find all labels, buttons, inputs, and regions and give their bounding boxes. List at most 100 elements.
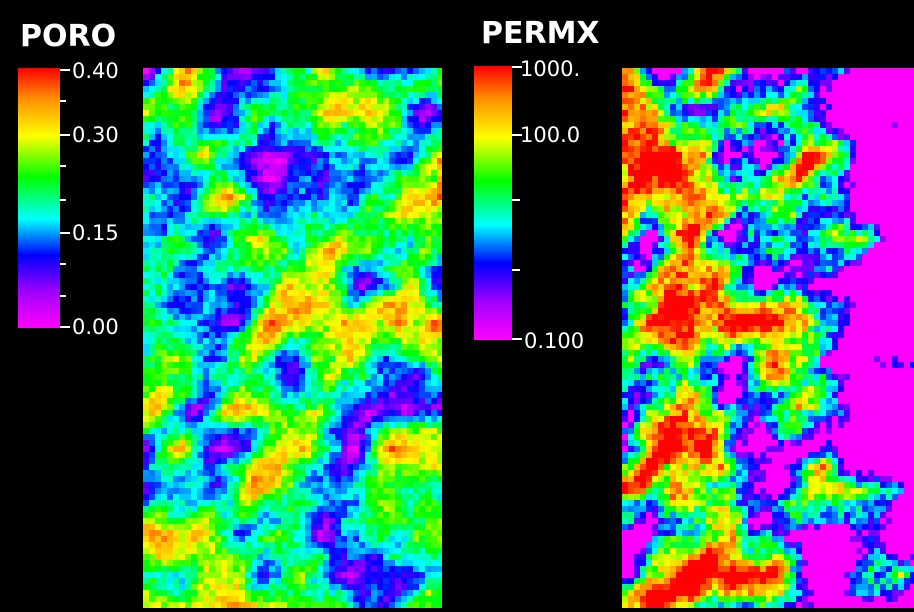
map-cell xyxy=(383,218,389,224)
map-cell xyxy=(245,182,251,188)
map-cell xyxy=(233,548,239,554)
map-cell xyxy=(167,428,173,434)
map-cell xyxy=(167,158,173,164)
map-cell xyxy=(185,566,191,572)
map-cell xyxy=(425,362,431,368)
map-cell xyxy=(209,80,215,86)
map-cell xyxy=(311,368,317,374)
map-cell xyxy=(820,92,826,98)
map-cell xyxy=(233,302,239,308)
map-cell xyxy=(329,296,335,302)
map-cell xyxy=(437,140,442,146)
map-cell xyxy=(149,212,155,218)
map-cell xyxy=(389,548,395,554)
map-cell xyxy=(263,584,269,590)
map-cell xyxy=(395,596,401,602)
map-cell xyxy=(215,152,221,158)
map-cell xyxy=(305,476,311,482)
map-cell xyxy=(407,416,413,422)
map-cell xyxy=(359,584,365,590)
map-cell xyxy=(215,572,221,578)
map-cell xyxy=(197,332,203,338)
map-cell xyxy=(425,230,431,236)
map-cell xyxy=(323,158,329,164)
map-cell xyxy=(395,572,401,578)
map-cell xyxy=(868,116,874,122)
map-cell xyxy=(814,110,820,116)
map-cell xyxy=(371,104,377,110)
map-cell xyxy=(317,146,323,152)
map-cell xyxy=(359,74,365,80)
map-cell xyxy=(389,212,395,218)
map-cell xyxy=(413,500,419,506)
map-cell xyxy=(209,392,215,398)
map-cell xyxy=(275,218,281,224)
map-cell xyxy=(149,500,155,506)
map-cell xyxy=(401,434,407,440)
map-cell xyxy=(383,524,389,530)
map-cell xyxy=(173,464,179,470)
map-cell xyxy=(341,452,347,458)
map-cell xyxy=(437,116,442,122)
map-cell xyxy=(832,104,838,110)
map-cell xyxy=(275,488,281,494)
map-cell xyxy=(832,74,838,80)
map-cell xyxy=(191,410,197,416)
map-cell xyxy=(335,482,341,488)
map-cell xyxy=(700,92,706,98)
map-cell xyxy=(257,158,263,164)
map-cell xyxy=(233,92,239,98)
map-cell xyxy=(149,74,155,80)
map-cell xyxy=(143,206,149,212)
map-cell xyxy=(389,134,395,140)
map-cell xyxy=(431,536,437,542)
map-cell xyxy=(778,86,784,92)
map-cell xyxy=(179,512,185,518)
map-cell xyxy=(736,104,742,110)
map-cell xyxy=(401,242,407,248)
map-cell xyxy=(437,584,442,590)
map-cell xyxy=(365,446,371,452)
map-cell xyxy=(143,524,149,530)
map-cell xyxy=(377,314,383,320)
map-cell xyxy=(311,266,317,272)
map-cell xyxy=(275,458,281,464)
map-cell xyxy=(407,494,413,500)
map-cell xyxy=(311,590,317,596)
map-cell xyxy=(730,116,736,122)
map-cell xyxy=(161,578,167,584)
map-cell xyxy=(143,602,149,608)
map-cell xyxy=(233,506,239,512)
map-cell xyxy=(341,554,347,560)
map-cell xyxy=(401,500,407,506)
map-cell xyxy=(305,512,311,518)
map-cell xyxy=(221,518,227,524)
map-cell xyxy=(353,482,359,488)
map-cell xyxy=(395,242,401,248)
map-cell xyxy=(425,146,431,152)
map-cell xyxy=(353,410,359,416)
map-cell xyxy=(329,380,335,386)
map-cell xyxy=(293,476,299,482)
map-cell xyxy=(299,206,305,212)
map-cell xyxy=(179,134,185,140)
map-cell xyxy=(383,320,389,326)
map-cell xyxy=(173,410,179,416)
map-cell xyxy=(257,572,263,578)
map-cell xyxy=(401,254,407,260)
map-cell xyxy=(353,92,359,98)
map-cell xyxy=(329,356,335,362)
map-cell xyxy=(868,92,874,98)
map-cell xyxy=(311,578,317,584)
map-cell xyxy=(281,350,287,356)
map-cell xyxy=(371,146,377,152)
map-cell xyxy=(191,248,197,254)
map-cell xyxy=(634,110,640,116)
map-cell xyxy=(425,284,431,290)
map-cell xyxy=(425,92,431,98)
map-cell xyxy=(179,362,185,368)
map-cell xyxy=(269,122,275,128)
map-cell xyxy=(245,290,251,296)
map-cell xyxy=(305,260,311,266)
map-cell xyxy=(874,68,880,74)
